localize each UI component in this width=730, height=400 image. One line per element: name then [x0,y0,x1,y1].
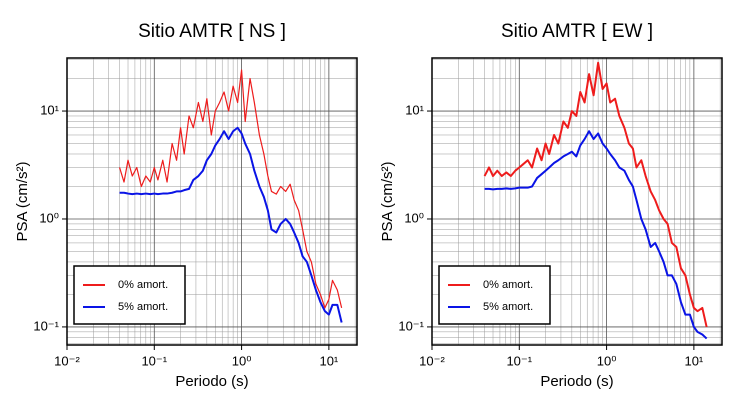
panel: 10⁻² 10⁻¹ 10⁰ 10¹ 10⁻¹ 10⁰ 10¹ Sitio AMTR [ NS … [14,21,358,390]
x-tick-label: 10⁻¹ [141,353,167,368]
legend-box [73,265,186,325]
y-tick-label: 10⁻¹ [33,318,59,333]
x-axis-label: Periodo (s) [540,373,613,390]
legend-label: 5% amort. [483,301,533,313]
x-tick-label: 10⁰ [232,353,252,368]
series-line [483,61,708,328]
y-tick-label: 10⁰ [404,210,424,225]
y-tick-label: 10¹ [405,102,424,117]
panel: 10⁻² 10⁻¹ 10⁰ 10¹ 10⁻¹ 10⁰ 10¹ Sitio AMTR [ EW … [379,21,723,390]
x-tick-label: 10⁻² [54,353,80,368]
y-tick-label: 10⁻¹ [398,318,424,333]
x-tick-label: 10⁰ [597,353,617,368]
plot-frame [66,57,358,346]
legend-label: 0% amort. [483,279,533,291]
legend-label: 5% amort. [118,301,168,313]
chart-title: Sitio AMTR [ EW ] [501,21,653,42]
legend: 0% amort. 5% amort. [438,265,551,325]
x-tick-label: 10¹ [319,353,338,368]
series-line [119,126,343,323]
series-line [484,130,708,340]
y-tick-label: 10⁰ [39,210,59,225]
legend-label: 0% amort. [118,279,168,291]
y-tick-label: 10¹ [40,102,59,117]
y-axis-label: PSA (cm/s²) [14,161,31,241]
series-line [118,69,343,309]
y-axis-label: PSA (cm/s²) [379,161,396,241]
x-tick-label: 10⁻¹ [506,353,532,368]
x-tick-label: 10⁻² [419,353,445,368]
x-axis-label: Periodo (s) [175,373,248,390]
x-tick-label: 10¹ [684,353,703,368]
legend-box [438,265,551,325]
legend: 0% amort. 5% amort. [73,265,186,325]
chart-title: Sitio AMTR [ NS ] [138,21,286,42]
plot-frame [431,57,723,346]
